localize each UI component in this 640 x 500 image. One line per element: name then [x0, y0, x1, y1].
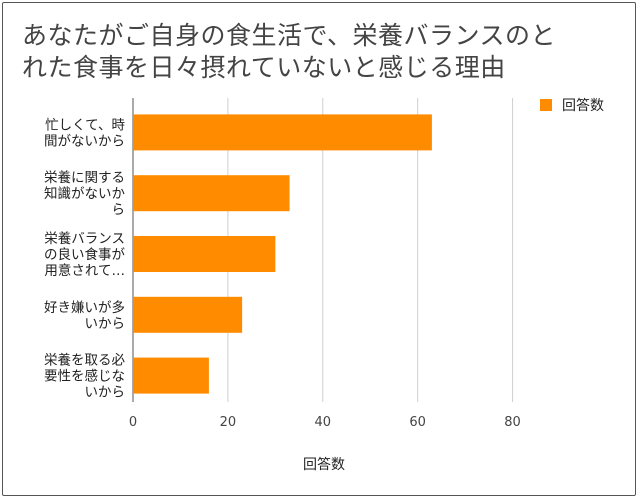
category-label-3-line-1: 栄養バランス — [44, 230, 125, 247]
category-label-3-line-2: の良い食事が — [44, 246, 125, 263]
legend-label: 回答数 — [562, 97, 604, 114]
category-label-3-line-3: 用意されて… — [44, 262, 125, 279]
category-label-2-line-2: 知識がないか — [44, 185, 125, 202]
chart-frame — [2, 2, 636, 496]
bar-5 — [133, 357, 209, 394]
chart-title: あなたがご自身の食生活で、栄養バランスのと れた食事を日々摂れていないと感じる理… — [22, 20, 622, 84]
bar-1 — [133, 114, 432, 151]
category-label-5-line-2: 要性を感じな — [44, 368, 125, 385]
bar-4 — [133, 296, 243, 333]
chart-title-line-1: あなたがご自身の食生活で、栄養バランスのと — [22, 21, 557, 50]
category-label-5-line-1: 栄養を取る必 — [44, 352, 125, 369]
x-axis-title: 回答数 — [303, 456, 345, 473]
x-tick-label-20: 20 — [220, 415, 237, 430]
category-label-1-line-1: 忙しくて、時 — [45, 117, 125, 133]
x-tick-label-80: 80 — [504, 415, 521, 430]
x-tick-label-0: 0 — [129, 415, 137, 430]
category-label-4-line-2: いから — [85, 316, 126, 332]
legend-swatch — [540, 99, 552, 111]
x-tick-label-40: 40 — [315, 415, 332, 430]
category-label-1-line-2: 間がないから — [44, 133, 125, 149]
chart-title-line-2: れた食事を日々摂れていないと感じる理由 — [22, 53, 506, 82]
x-tick-label-60: 60 — [409, 415, 426, 430]
category-label-2-line-1: 栄養に関する — [44, 169, 125, 186]
bar-3 — [133, 236, 276, 272]
category-label-2-line-3: ら — [112, 202, 126, 218]
bar-2 — [133, 175, 290, 212]
category-label-4-line-1: 好き嫌いが多 — [44, 299, 125, 316]
category-label-5-line-3: いから — [85, 385, 126, 401]
